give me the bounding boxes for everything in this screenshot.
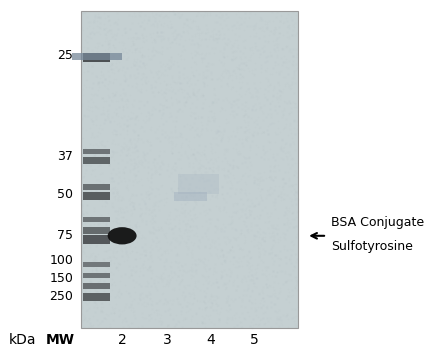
Text: 5: 5 (250, 333, 258, 347)
Text: 75: 75 (57, 229, 73, 242)
Text: 150: 150 (49, 273, 73, 285)
Text: 25: 25 (57, 49, 73, 62)
FancyBboxPatch shape (83, 184, 110, 190)
FancyBboxPatch shape (177, 174, 219, 194)
Text: MW: MW (46, 333, 74, 347)
FancyBboxPatch shape (83, 283, 110, 289)
FancyBboxPatch shape (83, 262, 110, 267)
FancyBboxPatch shape (83, 293, 110, 301)
FancyBboxPatch shape (83, 149, 110, 154)
Text: 2: 2 (117, 333, 126, 347)
FancyBboxPatch shape (83, 227, 110, 234)
Text: 3: 3 (163, 333, 172, 347)
Ellipse shape (107, 227, 136, 244)
FancyBboxPatch shape (83, 157, 110, 164)
Text: Sulfotyrosine: Sulfotyrosine (330, 240, 412, 253)
FancyBboxPatch shape (83, 273, 110, 278)
FancyBboxPatch shape (72, 53, 122, 60)
FancyBboxPatch shape (173, 192, 206, 201)
FancyBboxPatch shape (81, 11, 297, 328)
FancyBboxPatch shape (83, 217, 110, 222)
Text: 100: 100 (49, 255, 73, 267)
Text: 250: 250 (49, 291, 73, 303)
Text: 4: 4 (206, 333, 215, 347)
Text: 37: 37 (57, 150, 73, 163)
Text: kDa: kDa (9, 333, 36, 347)
FancyBboxPatch shape (83, 53, 110, 62)
FancyBboxPatch shape (83, 235, 110, 244)
Text: 50: 50 (57, 188, 73, 201)
Text: BSA Conjugate: BSA Conjugate (330, 216, 423, 229)
FancyBboxPatch shape (83, 192, 110, 200)
